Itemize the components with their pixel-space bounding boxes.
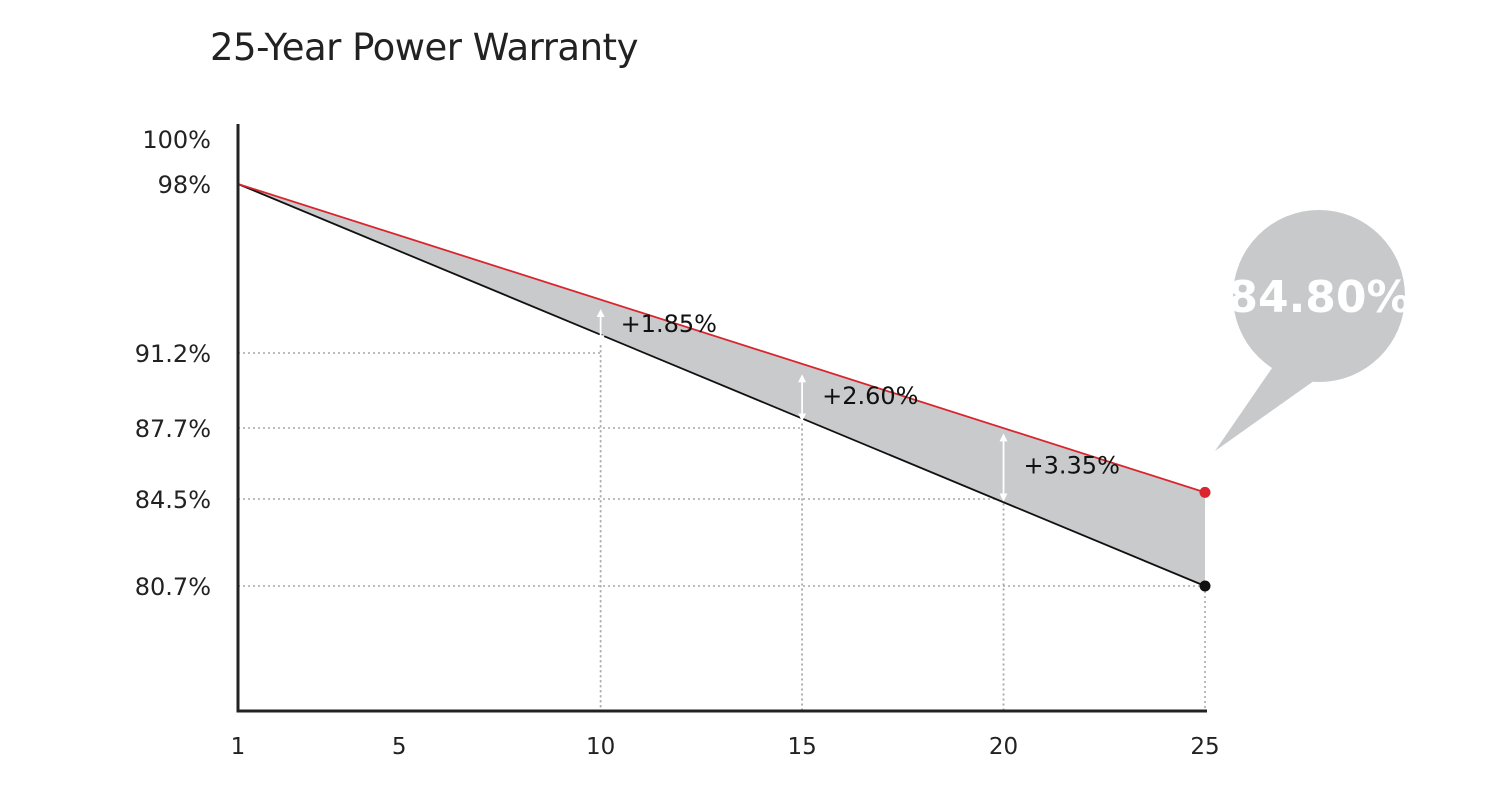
- gain-area: [238, 184, 1205, 711]
- y-tick-label: 98%: [158, 171, 211, 199]
- x-tick-label: 20: [989, 734, 1018, 760]
- y-tick-label: 87.7%: [135, 415, 211, 443]
- callout-tail: [1215, 368, 1318, 451]
- callout-value: 84.80%: [1227, 272, 1410, 323]
- y-tick-label: 80.7%: [135, 573, 211, 601]
- enhanced-warranty-line: [237, 183, 1206, 494]
- standard-end-point: [1199, 580, 1211, 592]
- callout-circle: [1233, 210, 1405, 382]
- y-tick-label: 91.2%: [135, 340, 211, 368]
- x-tick-label: 15: [787, 734, 816, 760]
- gain-arrow-head-down: [999, 493, 1008, 502]
- gain-arrow-head-up: [596, 309, 605, 318]
- callout-bubble: 84.80%: [1215, 210, 1411, 451]
- gain-label: +3.35%: [1024, 451, 1120, 479]
- gain-arrow-head-up: [999, 433, 1008, 442]
- gain-arrow-head-down: [798, 413, 807, 422]
- guide-lines: [238, 345, 1206, 711]
- y-tick-label: 100%: [142, 126, 211, 154]
- x-tick-label: 5: [392, 734, 407, 760]
- gain-arrow-head-up: [798, 374, 807, 383]
- gain-label: +2.60%: [822, 382, 918, 410]
- standard-warranty-line: [237, 183, 1206, 587]
- tick-labels: 100%98%91.2%87.7%84.5%80.7%1 5 10 15 20 25: [135, 126, 1220, 760]
- y-tick-label: 84.5%: [135, 486, 211, 514]
- gain-arrow-head-down: [596, 335, 605, 344]
- chart-title: 25-Year Power Warranty: [210, 26, 638, 69]
- x-tick-label: 1: [231, 734, 246, 760]
- x-tick-label: 25: [1190, 734, 1219, 760]
- gain-label: +1.85%: [621, 310, 717, 338]
- enhanced-end-point: [1199, 486, 1211, 498]
- x-tick-label: 10: [586, 734, 615, 760]
- gain-annotations: +1.85% +2.60% +3.35%: [596, 309, 1120, 502]
- axes: [236, 124, 1207, 713]
- series-lines: [237, 183, 1211, 592]
